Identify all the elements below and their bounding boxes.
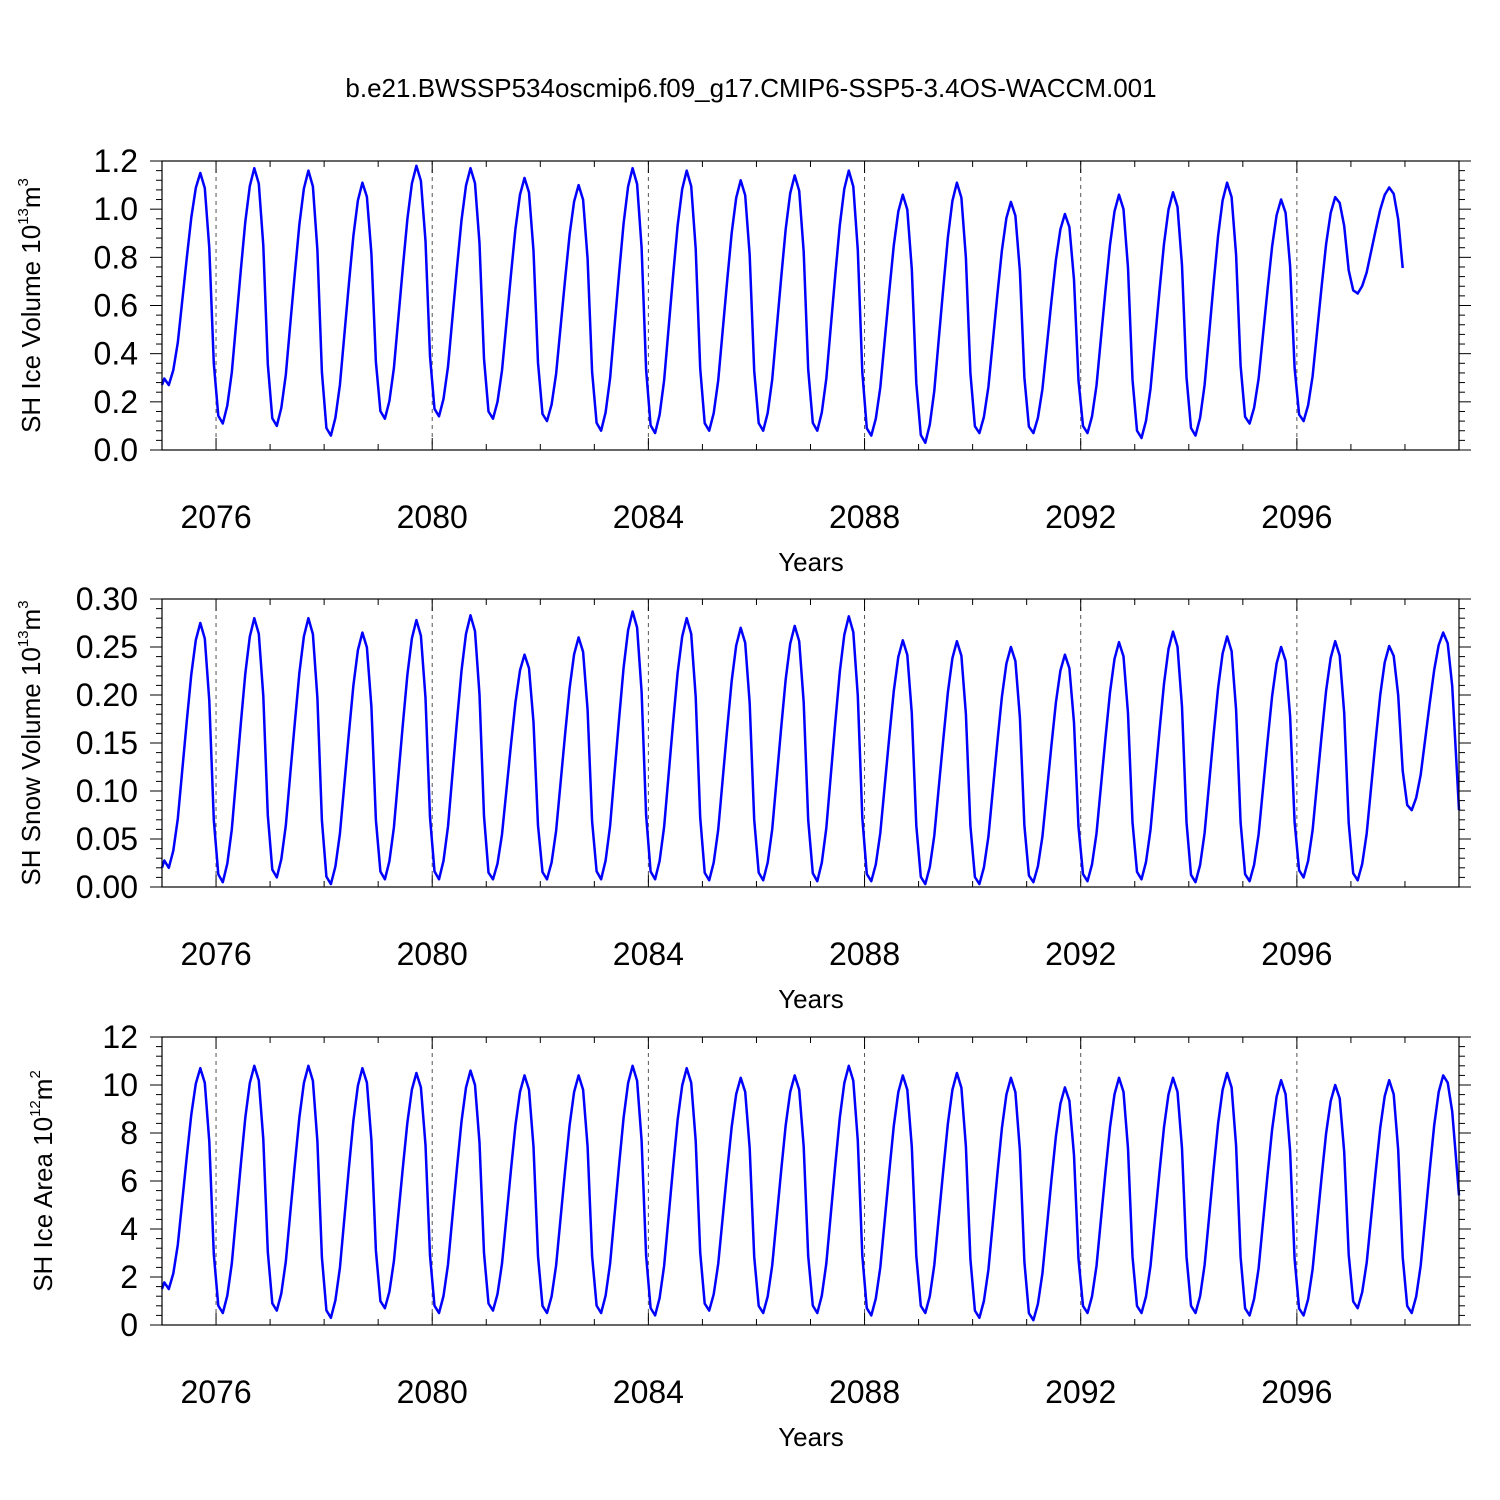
x-axis-label: Years bbox=[778, 547, 844, 577]
x-tick-label: 2092 bbox=[1045, 936, 1116, 972]
y-tick-label: 12 bbox=[102, 1019, 138, 1055]
panel-ice-area: 2076 2080 2084 2088 2092 2096 0 2 4 6 8 10 12 SH Ice… bbox=[27, 1019, 1471, 1452]
x-tick-label: 2096 bbox=[1261, 1374, 1332, 1410]
panel-ice-volume: 2076 2080 2084 2088 2092 2096 0.0 0.2 0.4 0.6 0.8 1… bbox=[15, 143, 1471, 577]
y-axis-label-text: SH Snow Volume 10 bbox=[16, 647, 46, 885]
x-axis-label: Years bbox=[778, 1422, 844, 1452]
y-tick-label: 0 bbox=[120, 1307, 138, 1343]
y-axis-label-unit: m bbox=[28, 1079, 58, 1101]
y-tick-label: 0.30 bbox=[76, 581, 138, 617]
x-tick-label: 2096 bbox=[1261, 936, 1332, 972]
y-axis-label-text: SH Ice Area 10 bbox=[28, 1117, 58, 1292]
y-tick-label: 1.0 bbox=[94, 191, 138, 227]
x-tick-label: 2088 bbox=[829, 1374, 900, 1410]
y-tick-label: 0.10 bbox=[76, 773, 138, 809]
y-axis-label-unit: m bbox=[16, 186, 46, 208]
y-axis-label-unit-exponent: 3 bbox=[15, 178, 32, 186]
y-tick-label: 0.8 bbox=[94, 239, 138, 275]
y-axis-label-exponent: 13 bbox=[15, 208, 32, 225]
x-tick-label: 2092 bbox=[1045, 499, 1116, 535]
x-tick-label: 2084 bbox=[613, 936, 684, 972]
x-tick-label: 2080 bbox=[397, 499, 468, 535]
y-tick-label: 0.0 bbox=[94, 432, 138, 468]
y-tick-label: 1.2 bbox=[94, 143, 138, 179]
y-axis-label: SH Snow Volume 1013m3 bbox=[15, 600, 46, 885]
y-tick-label: 0.25 bbox=[76, 629, 138, 665]
x-tick-label: 2084 bbox=[613, 1374, 684, 1410]
x-tick-label: 2076 bbox=[180, 1374, 251, 1410]
y-tick-label: 10 bbox=[102, 1067, 138, 1103]
x-tick-label: 2088 bbox=[829, 936, 900, 972]
y-tick-label: 0.05 bbox=[76, 821, 138, 857]
series-line-ice-area bbox=[160, 1064, 1461, 1322]
y-tick-label: 8 bbox=[120, 1115, 138, 1151]
series-line-snow-volume bbox=[160, 610, 1461, 886]
y-tick-label: 2 bbox=[120, 1259, 138, 1295]
y-tick-label: 0.20 bbox=[76, 677, 138, 713]
panel-snow-volume: 2076 2080 2084 2088 2092 2096 0.00 0.05 0.10 0.15… bbox=[15, 581, 1471, 1014]
x-tick-label: 2096 bbox=[1261, 499, 1332, 535]
x-tick-label: 2076 bbox=[180, 499, 251, 535]
y-axis-label: SH Ice Area 1012m2 bbox=[27, 1070, 58, 1292]
y-axis-label-unit-exponent: 2 bbox=[27, 1070, 44, 1078]
y-tick-label: 0.4 bbox=[94, 336, 138, 372]
x-tick-label: 2092 bbox=[1045, 1374, 1116, 1410]
y-axis-label-text: SH Ice Volume 10 bbox=[16, 225, 46, 433]
y-tick-label: 0.2 bbox=[94, 384, 138, 420]
y-axis-label: SH Ice Volume 1013m3 bbox=[15, 178, 46, 433]
y-axis-label-unit-exponent: 3 bbox=[15, 600, 32, 608]
y-tick-label: 0.6 bbox=[94, 288, 138, 324]
series-line-ice-volume bbox=[160, 164, 1404, 445]
y-tick-label: 6 bbox=[120, 1163, 138, 1199]
x-tick-label: 2088 bbox=[829, 499, 900, 535]
y-axis-label-exponent: 13 bbox=[15, 630, 32, 647]
y-tick-label: 4 bbox=[120, 1211, 138, 1247]
x-tick-label: 2084 bbox=[613, 499, 684, 535]
x-axis-label: Years bbox=[778, 984, 844, 1014]
y-tick-label: 0.15 bbox=[76, 725, 138, 761]
x-tick-label: 2080 bbox=[397, 936, 468, 972]
figure-title: b.e21.BWSSP534oscmip6.f09_g17.CMIP6-SSP5… bbox=[345, 73, 1156, 103]
x-tick-label: 2080 bbox=[397, 1374, 468, 1410]
y-tick-label: 0.00 bbox=[76, 869, 138, 905]
y-axis-label-unit: m bbox=[16, 609, 46, 631]
x-tick-label: 2076 bbox=[180, 936, 251, 972]
y-axis-label-exponent: 12 bbox=[27, 1100, 44, 1117]
